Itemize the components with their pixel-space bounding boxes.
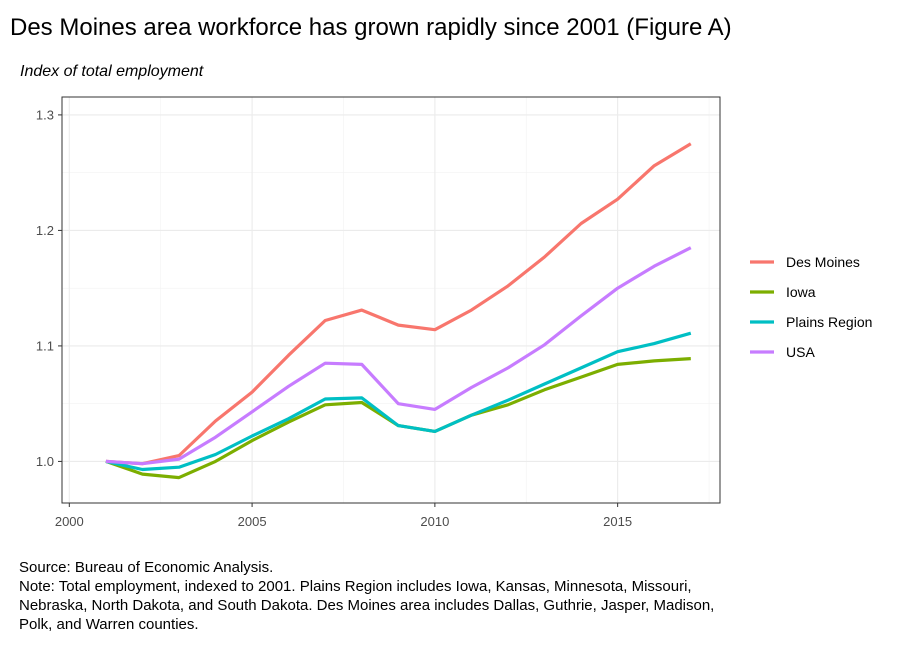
x-tick-label: 2005 — [238, 514, 267, 529]
note-line-3: Polk, and Warren counties. — [19, 616, 199, 633]
y-axis-title: Index of total employment — [20, 63, 204, 80]
y-axis-tick-labels: 1.0 1.1 1.2 1.3 — [36, 107, 54, 469]
legend-label-iowa: Iowa — [786, 284, 816, 300]
chart-title: Des Moines area workforce has grown rapi… — [10, 14, 732, 41]
chart-notes: Source: Bureau of Economic Analysis. Not… — [19, 558, 714, 634]
x-tick-label: 2010 — [420, 514, 449, 529]
x-tick-label: 2000 — [55, 514, 84, 529]
y-tick-label: 1.3 — [36, 107, 54, 122]
legend-label-plains-region: Plains Region — [786, 314, 872, 330]
source-note: Source: Bureau of Economic Analysis. — [19, 559, 274, 576]
axis-ticks — [58, 114, 619, 507]
x-tick-label: 2015 — [603, 514, 632, 529]
y-tick-label: 1.0 — [36, 454, 54, 469]
series-line-iowa — [105, 357, 691, 480]
legend-label-usa: USA — [786, 344, 815, 360]
note-line-1: Note: Total employment, indexed to 2001.… — [19, 578, 692, 595]
note-line-2: Nebraska, North Dakota, and South Dakota… — [19, 597, 715, 614]
y-tick-label: 1.1 — [36, 338, 54, 353]
series-line-usa — [105, 246, 692, 466]
y-tick-label: 1.2 — [36, 223, 54, 238]
legend-label-des-moines: Des Moines — [786, 254, 860, 270]
minor-gridlines — [62, 97, 720, 503]
plot-panel-border — [61, 96, 721, 504]
line-chart: 1.0 1.1 1.2 1.3 2000 2005 2010 2015 Des Moines… — [36, 96, 872, 529]
series-lines — [105, 142, 692, 480]
x-axis-tick-labels: 2000 2005 2010 2015 — [55, 514, 632, 529]
legend: Des Moines Iowa Plains Region USA — [750, 254, 872, 360]
series-line-des-moines — [105, 142, 692, 466]
series-line-plains-region — [105, 331, 692, 472]
